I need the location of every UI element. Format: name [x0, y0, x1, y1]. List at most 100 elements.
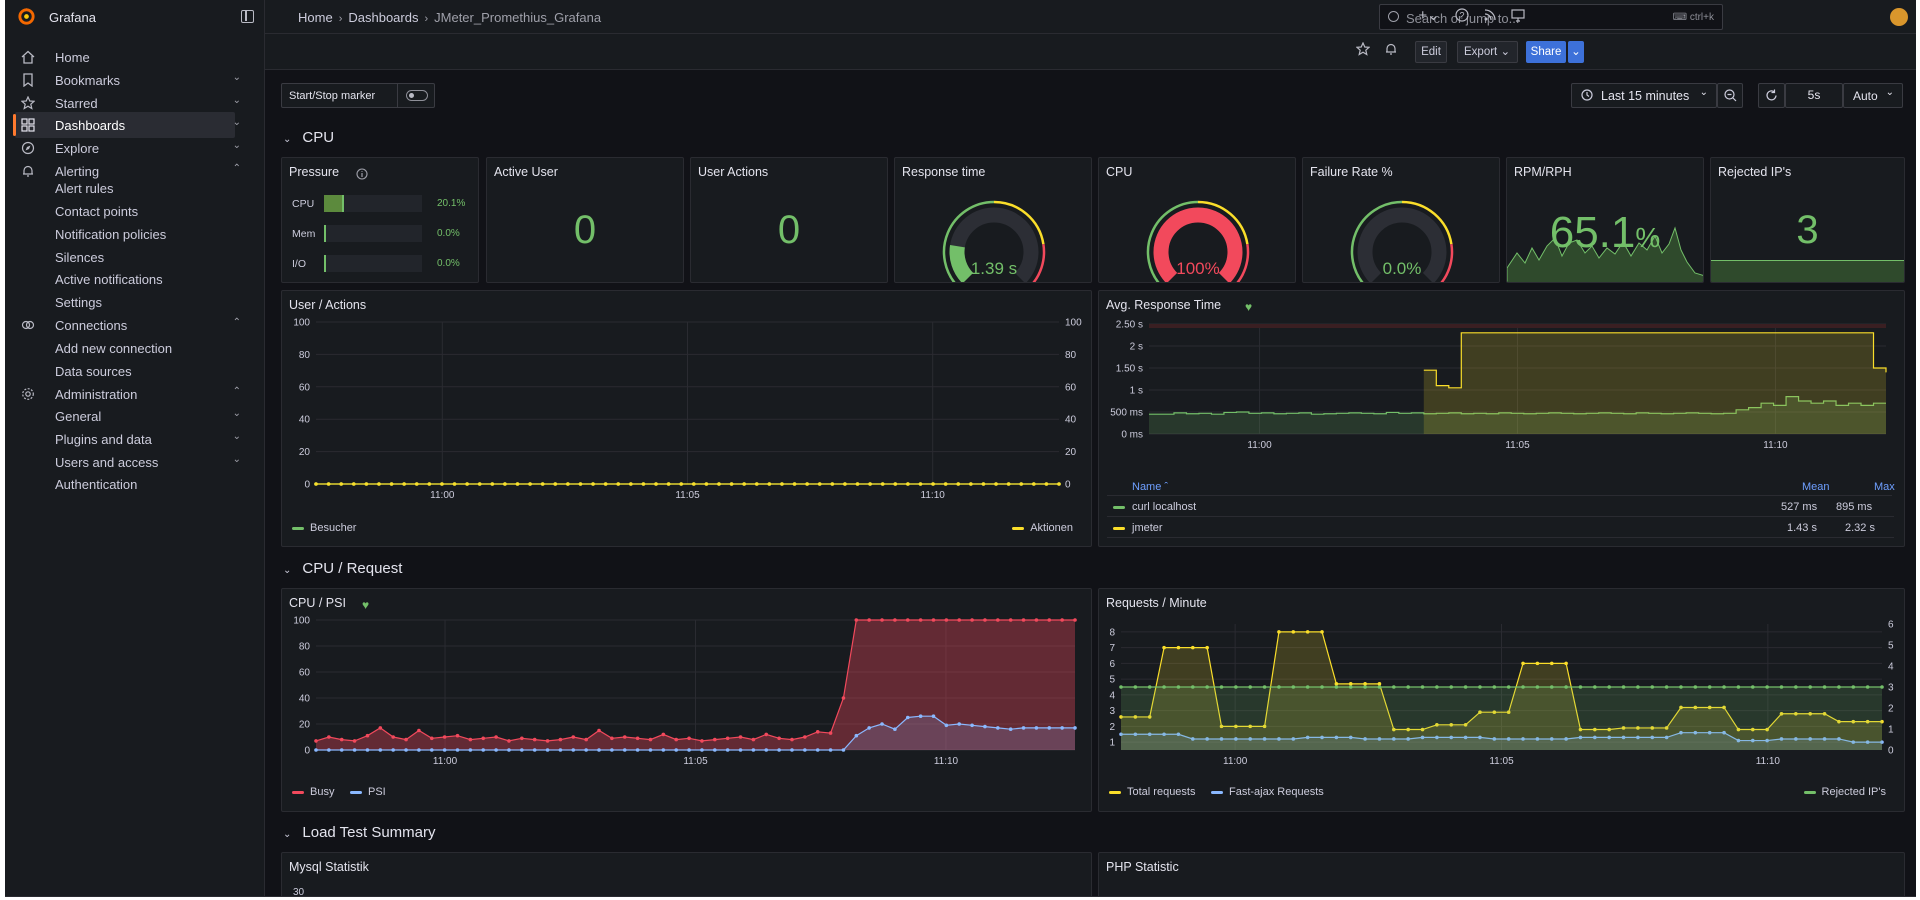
table-row[interactable]: jmeter 1.43 s 2.32 s [1107, 518, 1894, 538]
chevron-up-icon[interactable]: ⌃ [232, 386, 241, 397]
chevron-down-icon[interactable]: ⌄ [232, 431, 241, 442]
chevron-down-icon[interactable]: ⌄ [232, 72, 241, 83]
kiosk-monitor-icon[interactable] [1509, 8, 1527, 26]
panel-title: Mysql Statistik [289, 860, 369, 874]
data-point [880, 722, 884, 726]
add-new-icon[interactable]: +⌄ [1418, 7, 1440, 24]
nav-starred[interactable]: Starred ⌄ [15, 90, 251, 116]
legend-aktionen[interactable]: Aktionen [1012, 522, 1073, 534]
chevron-up-icon[interactable]: ⌃ [232, 163, 241, 174]
row-header-cpu[interactable]: ⌄ CPU [283, 129, 334, 146]
nav-alert-rules[interactable]: Alert rules [55, 181, 114, 196]
nav-label: Explore [55, 141, 100, 156]
nav-administration[interactable]: Administration ⌃ [15, 381, 251, 407]
nav-silences[interactable]: Silences [55, 250, 105, 265]
dock-menu-icon[interactable] [241, 10, 254, 23]
data-point [339, 737, 344, 742]
refresh-button[interactable] [1758, 83, 1785, 108]
start-stop-marker[interactable]: Start/Stop marker [281, 83, 435, 108]
nav-users-and-access[interactable]: Users and access ⌄ [49, 449, 251, 475]
info-icon[interactable] [356, 167, 368, 185]
data-point [1119, 732, 1123, 737]
nav-general[interactable]: General ⌄ [49, 403, 251, 429]
nav-plugins-and-data[interactable]: Plugins and data ⌄ [49, 426, 251, 452]
nav-alerting[interactable]: Alerting ⌃ [15, 158, 251, 184]
chevron-down-icon[interactable]: ⌄ [232, 140, 241, 151]
nav-bookmarks[interactable]: Bookmarks ⌄ [15, 67, 251, 93]
star-icon[interactable] [1354, 41, 1372, 60]
export-button[interactable]: Export ⌄ [1457, 41, 1518, 63]
toggle-switch[interactable] [406, 90, 428, 101]
table-header-mean[interactable]: Mean [1802, 481, 1830, 493]
chevron-down-icon[interactable]: ⌄ [232, 117, 241, 128]
data-point [314, 748, 318, 752]
nav-dashboards[interactable]: Dashboards ⌄ [13, 112, 241, 138]
threshold-band [1149, 324, 1886, 328]
auto-refresh-picker[interactable]: Auto ⌄ [1843, 83, 1903, 108]
series-area [1121, 732, 1882, 750]
panel-title: User / Actions [289, 298, 367, 312]
nav-home[interactable]: Home [15, 44, 251, 70]
table-row[interactable]: curl localhost 527 ms 895 ms [1107, 497, 1894, 517]
y-tick-label: 4 [1109, 690, 1115, 701]
cell-mean: 1.43 s [1787, 522, 1817, 534]
row-header-cpu-request[interactable]: ⌄ CPU / Request [283, 560, 402, 577]
nav-authentication[interactable]: Authentication [55, 477, 138, 492]
nav-data-sources[interactable]: Data sources [55, 364, 132, 379]
series-area [1121, 631, 1882, 750]
legend-total-requests[interactable]: Total requests [1109, 786, 1195, 798]
data-point [327, 748, 331, 752]
bell-icon[interactable] [1382, 42, 1400, 60]
share-button[interactable]: Share [1526, 41, 1566, 63]
cell-name: curl localhost [1132, 501, 1197, 513]
data-point [1019, 482, 1024, 486]
refresh-interval[interactable]: 5s [1785, 83, 1843, 108]
legend-besucher[interactable]: Besucher [292, 522, 356, 534]
nav-explore[interactable]: Explore ⌄ [15, 135, 251, 161]
share-dropdown-icon[interactable]: ⌄ [1568, 41, 1584, 63]
zoom-out-button[interactable] [1717, 83, 1743, 108]
bar-value: 20.1% [437, 198, 466, 209]
nav-settings[interactable]: Settings [55, 295, 102, 310]
chevron-up-icon[interactable]: ⌃ [232, 317, 241, 328]
bar-fill [324, 195, 344, 212]
data-point [404, 737, 408, 742]
export-label: Export [1464, 46, 1498, 58]
marker-toggle[interactable] [397, 83, 435, 108]
legend-rejected-ips[interactable]: Rejected IP's [1803, 786, 1886, 798]
nav-active-notifications[interactable]: Active notifications [55, 272, 163, 287]
nav-add-new-connection[interactable]: Add new connection [55, 341, 173, 356]
help-icon[interactable]: ? [1453, 8, 1471, 26]
data-point [828, 731, 833, 735]
data-point [515, 482, 520, 486]
breadcrumb-dashboards[interactable]: Dashboards [348, 10, 419, 25]
chevron-down-icon[interactable]: ⌄ [232, 454, 241, 465]
chevron-down-icon[interactable]: ⌄ [232, 408, 241, 419]
grafana-logo-icon[interactable] [17, 7, 36, 26]
time-range-picker[interactable]: Last 15 minutes ⌄ [1571, 83, 1717, 108]
nav-contact-points[interactable]: Contact points [55, 204, 139, 219]
row-header-load-test-summary[interactable]: ⌄ Load Test Summary [283, 824, 436, 841]
news-rss-icon[interactable] [1481, 8, 1499, 26]
edit-button[interactable]: Edit [1415, 41, 1447, 63]
data-point [654, 482, 658, 486]
table-header-max[interactable]: Max [1874, 481, 1895, 493]
legend-fast-ajax[interactable]: Fast-ajax Requests [1211, 786, 1324, 798]
legend-psi[interactable]: PSI [350, 786, 386, 798]
search-input[interactable]: Search or jump to... ⌨ ctrl+k [1379, 4, 1723, 30]
table-header-name[interactable]: Name ˆ [1132, 481, 1168, 493]
top-bar: Home › Dashboards › JMeter_Promethius_Grafan… [265, 0, 1916, 34]
data-point [1650, 735, 1655, 740]
nav-notification-policies[interactable]: Notification policies [55, 227, 167, 242]
chevron-down-icon: ⌄ [1699, 87, 1708, 98]
x-tick-label: 11:10 [921, 490, 946, 501]
breadcrumb-home[interactable]: Home [298, 10, 333, 25]
nav-connections[interactable]: Connections ⌃ [15, 312, 251, 338]
y-tick-label-right: 100 [1065, 318, 1082, 329]
data-point [792, 482, 797, 486]
data-point [841, 748, 846, 752]
legend-busy[interactable]: Busy [292, 786, 334, 798]
user-avatar[interactable] [1890, 8, 1908, 26]
data-point [622, 735, 627, 739]
chevron-down-icon[interactable]: ⌄ [232, 95, 241, 106]
